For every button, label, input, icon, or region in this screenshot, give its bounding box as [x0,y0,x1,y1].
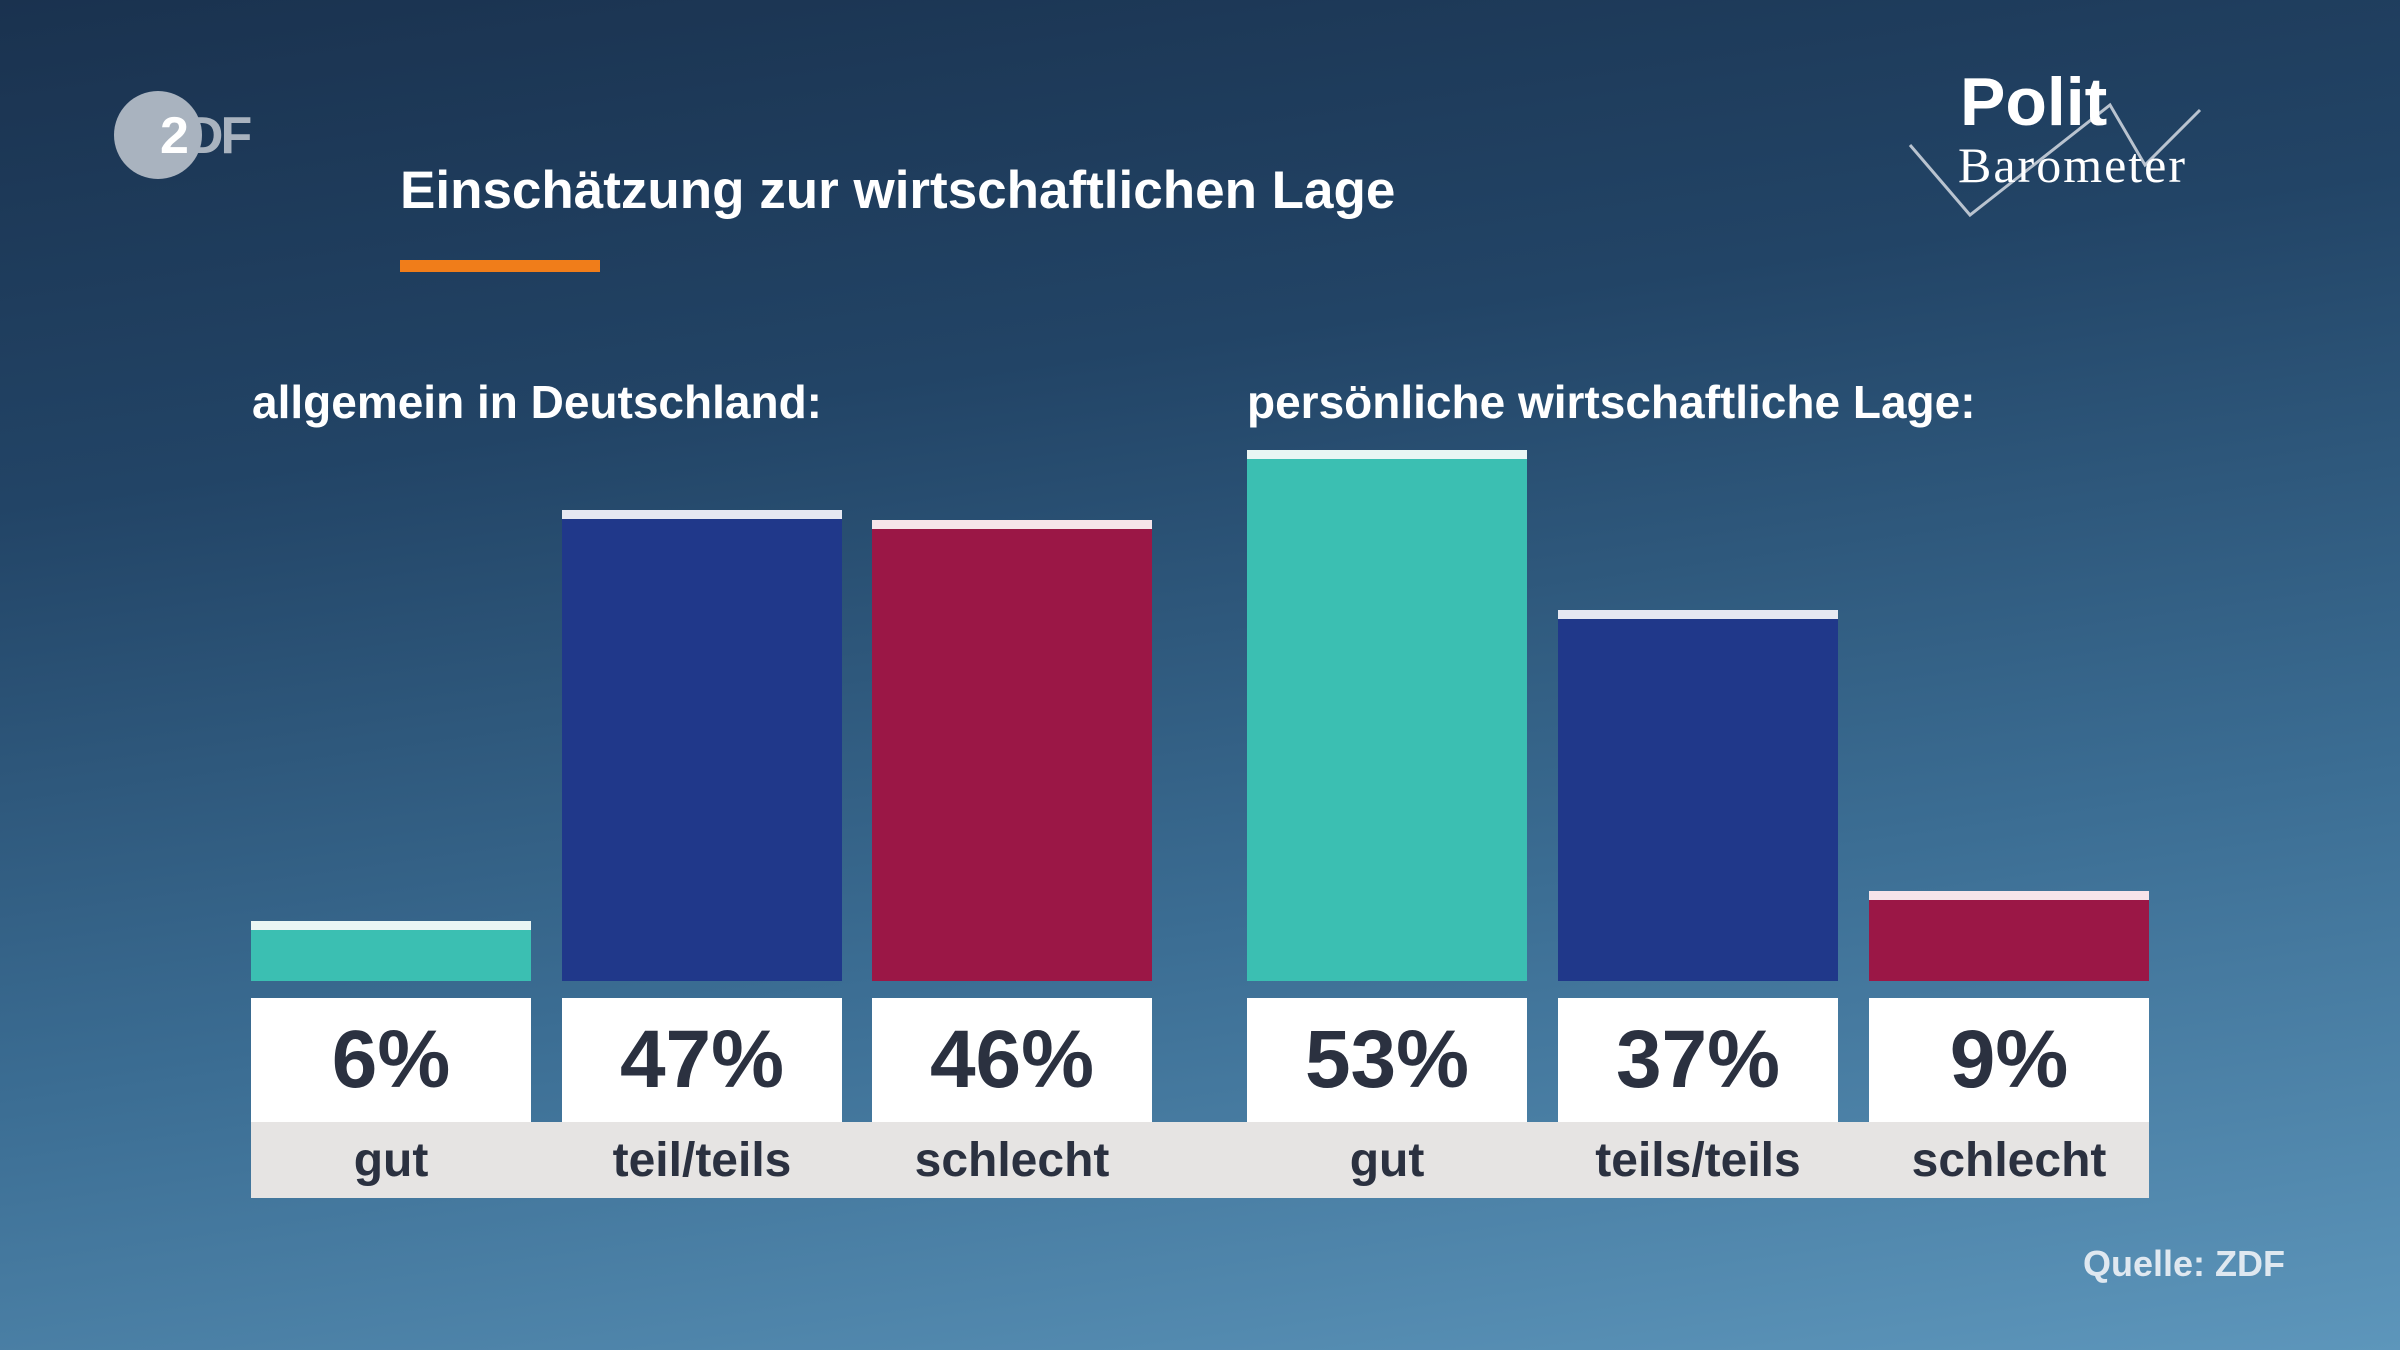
bar-cap [251,920,531,930]
category-label: schlecht [1911,1133,2107,1187]
bar-teil-teils [562,510,842,981]
data-label: 46% [872,998,1152,1122]
bar-gut [251,920,531,981]
politbarometer-logo-barometer: Barometer [1958,137,2188,193]
data-label: 53% [1247,998,1527,1122]
bar-gut [1247,449,1527,981]
bar-schlecht [1869,890,2149,981]
data-label: 47% [562,998,842,1122]
chart-title: Einschätzung zur wirtschaftlichen Lage [400,161,1396,220]
bar-teils-teils [1558,610,1838,981]
source-note: Quelle: ZDF [2082,1243,2285,1284]
zdf-logo [114,91,202,179]
category-label: gut [1349,1133,1425,1187]
data-label: 9% [1869,998,2149,1122]
category-label: teil/teils [612,1133,792,1187]
group-title-personal: persönliche wirtschaftliche Lage: [1247,376,1976,428]
group-title-germany: allgemein in Deutschland: [252,376,822,428]
bar-cap [1558,610,1838,620]
bar-cap [562,510,842,520]
bar-cap [1869,890,2149,900]
category-label: schlecht [914,1133,1110,1187]
category-label: gut [353,1133,429,1187]
category-label-strip [251,1122,2149,1198]
category-label: teils/teils [1595,1133,1801,1187]
bar-schlecht [872,520,1152,981]
bar-cap [872,520,1152,530]
politbarometer-logo-polit: Polit [1960,64,2108,140]
bar-cap [1247,449,1527,459]
zdf-logo-text: 2DF [160,107,252,165]
data-label: 37% [1558,998,1838,1122]
politbarometer-checkmark-icon [1908,102,2202,218]
title-accent-bar [400,260,600,272]
data-label: 6% [251,998,531,1122]
